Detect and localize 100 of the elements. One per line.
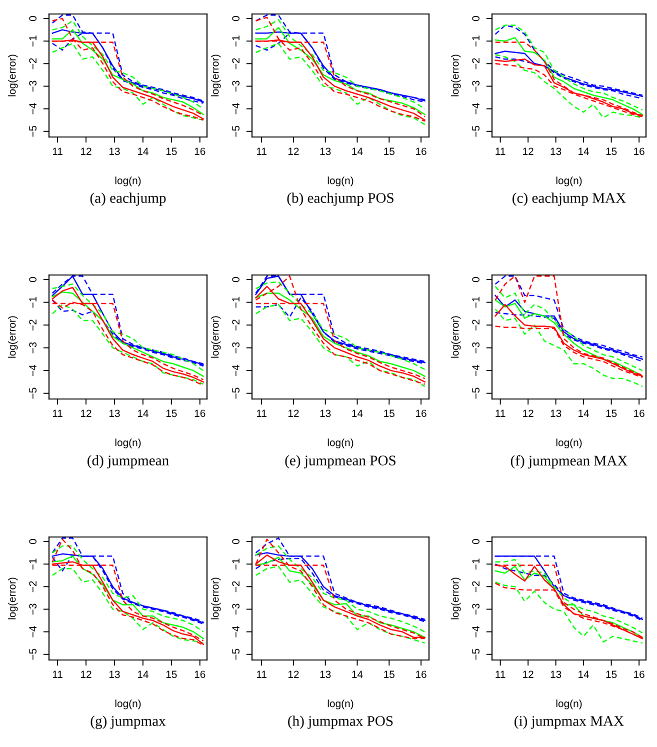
- x-tick-label: 13: [550, 148, 562, 156]
- y-tick-label: −2: [232, 58, 240, 70]
- y-tick-label: −2: [472, 581, 480, 592]
- x-tick-label: 13: [109, 148, 120, 156]
- x-tick-label: 14: [138, 670, 148, 678]
- x-tick-label: 14: [578, 410, 590, 417]
- x-axis-title: log(n): [328, 438, 354, 448]
- x-axis-title: log(n): [115, 700, 141, 710]
- y-tick-label: −2: [232, 581, 240, 592]
- x-tick-label: 14: [578, 670, 590, 678]
- x-tick-label: 15: [384, 670, 394, 678]
- x-tick-label: 13: [109, 670, 120, 678]
- y-tick-label: −1: [232, 296, 240, 308]
- y-tick-label: −4: [29, 103, 36, 114]
- x-tick-label: 13: [550, 670, 562, 678]
- x-tick-label: 11: [256, 410, 266, 417]
- text: (d) jumpmean: [88, 455, 169, 468]
- x-axis-title: log(n): [328, 700, 354, 710]
- y-tick-label: −5: [472, 388, 480, 399]
- y-tick-label: −3: [232, 604, 240, 615]
- y-tick-label: −2: [29, 58, 36, 70]
- y-tick-label: −5: [232, 648, 240, 660]
- text: (i) jumpmax MAX: [514, 716, 624, 729]
- y-tick-label: −5: [472, 648, 480, 660]
- y-tick-label: −5: [472, 126, 480, 137]
- y-tick-label: −3: [472, 342, 480, 354]
- x-tick-label: 13: [109, 410, 120, 418]
- y-tick-label: −5: [232, 388, 240, 399]
- x-tick-label: 15: [606, 148, 617, 156]
- y-tick-label: −1: [472, 558, 480, 570]
- y-tick-label: −4: [29, 364, 36, 376]
- x-tick-label: 16: [416, 148, 426, 156]
- y-tick-label: −2: [472, 58, 480, 70]
- x-tick-label: 11: [256, 670, 266, 678]
- text: (h) jumpmax POS: [288, 716, 393, 729]
- x-tick-label: 13: [550, 410, 562, 418]
- text: (a) eachjump: [90, 192, 166, 206]
- x-tick-label: 16: [634, 410, 644, 418]
- x-tick-label: 16: [416, 410, 426, 418]
- text: (e) jumpmean POS: [285, 455, 396, 468]
- y-axis-title: log(error): [451, 316, 461, 358]
- y-tick-label: −2: [232, 320, 240, 330]
- y-tick-label: 0: [29, 277, 37, 282]
- x-axis-title: log(n): [115, 438, 141, 448]
- y-tick-label: −4: [232, 364, 240, 376]
- y-tick-label: −4: [472, 364, 480, 376]
- text: (c) eachjump MAX: [512, 192, 626, 206]
- x-tick-label: 12: [288, 148, 299, 155]
- x-tick-label: 11: [496, 148, 506, 155]
- y-tick-label: −1: [232, 36, 240, 47]
- x-tick-label: 16: [194, 148, 206, 156]
- y-tick-label: −1: [29, 36, 36, 47]
- x-tick-label: 12: [81, 670, 92, 678]
- x-tick-label: 12: [288, 670, 299, 678]
- y-axis-title: log(error): [8, 54, 18, 96]
- x-tick-label: 14: [578, 148, 590, 155]
- x-tick-label: 11: [52, 148, 62, 155]
- x-tick-label: 15: [166, 670, 177, 678]
- x-tick-label: 11: [256, 148, 266, 155]
- x-tick-label: 11: [52, 670, 62, 678]
- text: (f) jumpmean MAX: [510, 455, 628, 469]
- y-tick-label: 0: [232, 16, 240, 22]
- y-tick-label: −4: [29, 626, 36, 638]
- x-tick-label: 12: [81, 410, 92, 417]
- y-tick-label: −5: [29, 126, 37, 137]
- x-tick-label: 14: [352, 670, 363, 678]
- y-tick-label: 0: [472, 539, 480, 544]
- y-tick-label: 0: [472, 16, 480, 22]
- x-tick-label: 14: [138, 148, 148, 155]
- x-tick-label: 15: [606, 410, 617, 418]
- x-tick-label: 15: [384, 148, 394, 156]
- y-axis-title: log(error): [451, 578, 461, 620]
- y-tick-label: −3: [29, 604, 37, 615]
- x-tick-label: 14: [352, 410, 363, 417]
- y-axis-title: log(error): [451, 54, 461, 96]
- y-axis-title: log(error): [8, 578, 18, 620]
- x-axis-title: log(n): [115, 176, 141, 186]
- x-tick-label: 16: [194, 410, 206, 418]
- y-tick-label: −3: [472, 80, 480, 92]
- x-tick-label: 12: [523, 410, 534, 417]
- y-tick-label: 0: [232, 277, 240, 282]
- y-tick-label: −3: [29, 342, 37, 354]
- y-tick-label: −1: [472, 296, 480, 308]
- x-tick-label: 13: [320, 670, 331, 678]
- y-tick-label: −1: [472, 36, 480, 47]
- x-tick-label: 11: [52, 410, 62, 417]
- x-tick-label: 13: [320, 148, 331, 156]
- x-tick-label: 16: [634, 670, 644, 678]
- x-tick-label: 16: [634, 148, 644, 156]
- y-axis-title: log(error): [211, 54, 221, 96]
- x-tick-label: 16: [416, 670, 426, 678]
- x-tick-label: 14: [138, 410, 148, 417]
- x-tick-label: 12: [81, 148, 92, 155]
- x-axis-title: log(n): [328, 176, 354, 186]
- y-tick-label: −3: [232, 342, 240, 354]
- text: (g) jumpmax: [90, 716, 166, 729]
- x-tick-label: 12: [288, 410, 299, 417]
- x-tick-label: 12: [523, 148, 534, 155]
- x-tick-label: 15: [606, 670, 617, 678]
- y-tick-label: −3: [232, 80, 240, 92]
